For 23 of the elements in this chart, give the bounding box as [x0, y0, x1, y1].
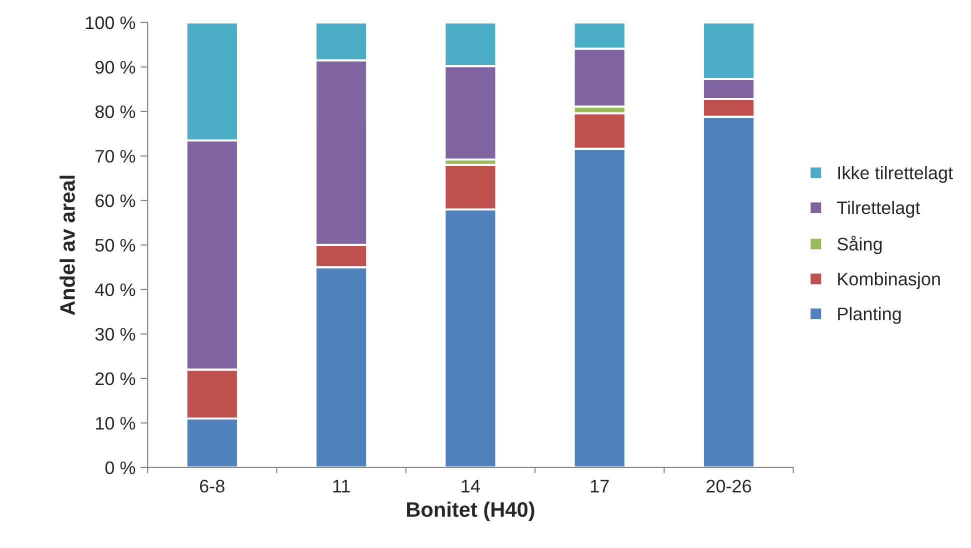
x-tick-label: 6-8 — [200, 480, 224, 493]
y-tick-label: 80 % — [95, 105, 136, 118]
y-tick-label: 0 % — [105, 461, 136, 474]
y-tick-label: 20 % — [96, 372, 136, 386]
x-tick-label: 17 — [590, 480, 609, 492]
legend-label: Planting — [838, 307, 901, 324]
x-tick-label: 14 — [462, 480, 480, 492]
y-axis-title: Andel av areal — [60, 176, 75, 316]
y-tick-label: 90 % — [95, 60, 136, 74]
x-axis-title: Bonitet (H40) — [407, 502, 534, 522]
y-tick-label: 50 % — [95, 238, 136, 252]
legend-label: Tilrettelagt — [837, 200, 920, 218]
y-tick-label: 40 % — [95, 283, 136, 296]
y-tick-label: 70 % — [96, 150, 136, 163]
legend-label: Såing — [837, 236, 882, 254]
x-tick-label: 20-26 — [706, 480, 752, 493]
x-tick-label: 11 — [333, 480, 350, 492]
legend-label: Kombinasjon — [838, 272, 940, 289]
y-tick-label: 10 % — [96, 416, 136, 430]
y-tick-label: 60 % — [96, 194, 136, 208]
y-tick-label: 100 % — [86, 16, 136, 30]
y-tick-label: 30 % — [95, 328, 136, 341]
legend-label: Ikke tilrettelagt — [838, 166, 953, 183]
